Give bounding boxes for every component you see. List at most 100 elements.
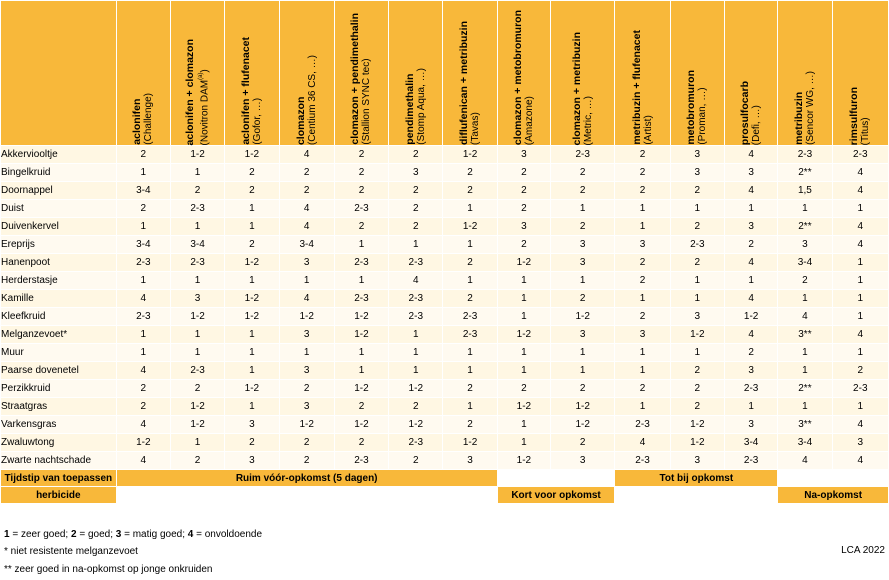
efficacy-cell: 3: [723, 217, 779, 236]
efficacy-cell: 1: [333, 361, 390, 380]
table-row: Zwarte nachtschade 4 2 3 2 2-3 2 3 1-2 3 2-3 3 2-3 4 4: [0, 451, 889, 470]
efficacy-cell: 3: [669, 451, 725, 470]
efficacy-cell: 1: [777, 361, 833, 380]
timing-blank-4: [614, 486, 779, 504]
efficacy-cell: 2-3: [388, 433, 444, 452]
efficacy-cell: 1: [169, 433, 226, 452]
efficacy-cell: 3: [669, 307, 725, 326]
efficacy-cell: 2-3: [169, 361, 226, 380]
efficacy-cell: 2: [614, 379, 671, 398]
weed-name: Zwarte nachtschade: [0, 451, 117, 470]
column-brand-text: (Defi, …): [751, 105, 763, 145]
column-brand: (Proman, …): [697, 70, 708, 145]
efficacy-cell: 2: [496, 163, 552, 182]
table-row: Muur 1 1 1 1 1 1 1 1 1 1 1 2 1 1: [0, 343, 889, 362]
timing-blank-3: [115, 486, 498, 504]
efficacy-cell: 1: [169, 163, 226, 182]
efficacy-cell: 2: [333, 397, 390, 416]
legend-note-1: * niet resistente melganzevoet: [4, 546, 138, 557]
efficacy-cell: 2: [496, 379, 552, 398]
table-row: Ereprijs 3-4 3-4 2 3-4 1 1 1 2 3 3 2-3 2 3 4: [0, 235, 889, 254]
efficacy-cell: 1-2: [442, 433, 498, 452]
column-header-14: rimsulfuron (Titus): [831, 0, 889, 146]
efficacy-cell: 2: [614, 181, 671, 200]
efficacy-cell: 2-3: [115, 253, 171, 272]
efficacy-cell: 2-3: [169, 199, 226, 218]
efficacy-cell: 4: [388, 271, 444, 290]
column-header-3: aclonifen + flufenacet (Gofor, …): [224, 0, 280, 146]
efficacy-cell: 2: [333, 181, 390, 200]
efficacy-cell: 1-2: [388, 379, 444, 398]
efficacy-cell: 2: [669, 217, 725, 236]
efficacy-cell: 2: [442, 163, 498, 182]
table-row: Hanenpoot 2-3 2-3 1-2 3 2-3 2-3 2 1-2 3 2 2 4 3-4 1: [0, 253, 889, 272]
efficacy-cell: 3: [388, 163, 444, 182]
column-brand-text: (Stomp Aqua, …): [415, 68, 427, 145]
timing-blank-2: [777, 469, 889, 487]
efficacy-cell: 1-2: [669, 415, 725, 434]
efficacy-cell: 1: [614, 343, 671, 362]
efficacy-cell: 2: [669, 181, 725, 200]
column-brand: (Challenge): [143, 93, 154, 145]
legend-num-2: 2: [71, 529, 77, 540]
table-row: Kleefkruid 2-3 1-2 1-2 1-2 1-2 2-3 2-3 1 1-2 2 3 1-2…: [0, 307, 889, 326]
efficacy-cell: 4: [278, 145, 335, 164]
efficacy-cell: 1: [550, 343, 616, 362]
efficacy-cell: 3**: [777, 325, 833, 344]
timing-post-emergence: Na-opkomst: [777, 486, 889, 504]
efficacy-cell: 1-2: [224, 253, 280, 272]
efficacy-cell: 4: [777, 451, 833, 470]
efficacy-cell: 1: [550, 199, 616, 218]
efficacy-cell: 2-3: [550, 145, 616, 164]
efficacy-cell: 1: [115, 271, 171, 290]
efficacy-cell: 4: [115, 361, 171, 380]
efficacy-cell: 1-2: [442, 217, 498, 236]
efficacy-cell: 2: [614, 271, 671, 290]
efficacy-cell: 2**: [777, 379, 833, 398]
efficacy-cell: 1: [831, 271, 889, 290]
efficacy-cell: 2: [496, 235, 552, 254]
column-active-ingredient: aclonifen: [131, 98, 144, 145]
efficacy-cell: 3-4: [115, 235, 171, 254]
efficacy-cell: 1: [388, 361, 444, 380]
efficacy-cell: 1-2: [333, 307, 390, 326]
efficacy-cell: 4: [777, 307, 833, 326]
weed-name: Akkerviooltje: [0, 145, 117, 164]
efficacy-cell: 1-2: [169, 397, 226, 416]
efficacy-cell: 2: [614, 307, 671, 326]
efficacy-cell: 1-2: [333, 379, 390, 398]
efficacy-cell: 4: [831, 325, 889, 344]
column-header-8: clomazon + metobromuron (Amazone): [496, 0, 552, 146]
efficacy-cell: 2: [550, 163, 616, 182]
weed-name: Muur: [0, 343, 117, 362]
efficacy-cell: 1: [496, 415, 552, 434]
weed-name: Melganzevoet*: [0, 325, 117, 344]
weed-name: Kleefkruid: [0, 307, 117, 326]
efficacy-cell: 1: [496, 271, 552, 290]
efficacy-cell: 1: [496, 343, 552, 362]
table-row: Duivenkervel 1 1 1 4 2 2 1-2 3 2 1 2 3 2** 4: [0, 217, 889, 236]
efficacy-cell: 2: [550, 289, 616, 308]
efficacy-cell: 4: [831, 163, 889, 182]
efficacy-cell: 2-3: [169, 253, 226, 272]
column-header-12: prosulfocarb (Defi, …): [723, 0, 779, 146]
column-active-ingredient: clomazon + metobromuron: [511, 9, 524, 145]
efficacy-cell: 2: [614, 163, 671, 182]
legend-num-3: 3: [115, 529, 122, 540]
efficacy-cell: 1: [169, 217, 226, 236]
efficacy-cell: 2: [278, 181, 335, 200]
column-active-ingredient: diflufenican + metribuzin: [458, 21, 471, 145]
column-header-4: clomazon (Centium 36 CS, …): [278, 0, 335, 146]
legend-num-4: 4: [187, 529, 194, 540]
efficacy-cell: 1-2: [550, 307, 616, 326]
table-row: Duist 2 2-3 1 4 2-3 2 1 2 1 1 1 1 1 1: [0, 199, 889, 218]
column-active-ingredient: metobromuron: [685, 70, 698, 145]
efficacy-cell: 4: [831, 415, 889, 434]
efficacy-cell: 2: [550, 433, 616, 452]
efficacy-cell: 2: [550, 181, 616, 200]
efficacy-cell: 2: [278, 163, 335, 182]
table-row: Bingelkruid 1 1 2 2 2 3 2 2 2 2 3 3 2** 4: [0, 163, 889, 182]
column-brand: (Titus): [860, 87, 871, 145]
efficacy-cell: 2-3: [333, 451, 390, 470]
column-active-ingredient: aclonifen + clomazon: [183, 38, 196, 145]
